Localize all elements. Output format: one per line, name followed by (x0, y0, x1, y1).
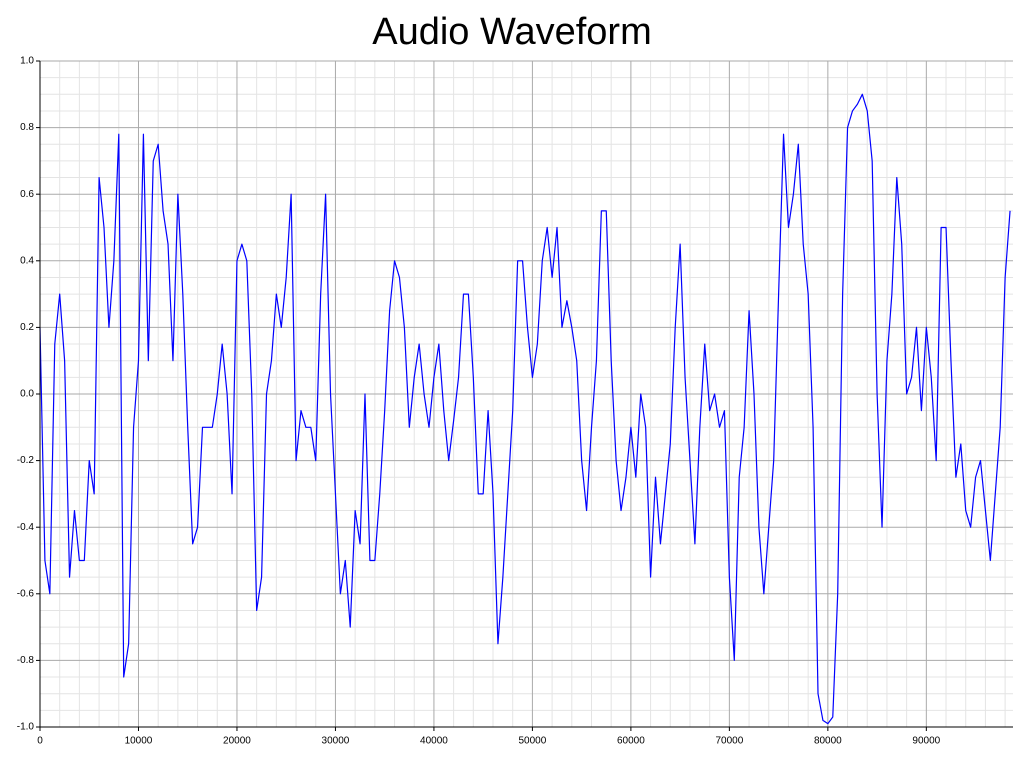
grid (39, 60, 1013, 728)
x-tick-label: 50000 (519, 736, 547, 747)
x-tick-label: 40000 (420, 736, 448, 747)
y-tick-label: 0.0 (20, 389, 34, 400)
x-tick-label: 0 (37, 736, 43, 747)
x-tick-label: 20000 (223, 736, 251, 747)
x-tick-label: 30000 (322, 736, 350, 747)
y-tick-label: -1.0 (17, 722, 35, 733)
y-tick-label: -0.8 (17, 655, 35, 666)
y-tick-label: 1.0 (20, 56, 34, 67)
y-tick-label: 0.6 (20, 189, 34, 200)
y-tick-label: -0.2 (17, 455, 35, 466)
chart-title: Audio Waveform (372, 11, 651, 53)
x-tick-label: 60000 (617, 736, 645, 747)
x-tick-label: 80000 (814, 736, 842, 747)
y-tick-label: -0.6 (17, 588, 35, 599)
x-tick-label: 90000 (912, 736, 940, 747)
axes: 0 10000 20000 30000 40000 50000 60000 70000 8000… (17, 56, 1013, 747)
plot-area (39, 93, 1011, 725)
waveform-line (39, 93, 1011, 725)
y-tick-label: -0.4 (17, 522, 35, 533)
y-tick-label: 0.4 (20, 255, 34, 266)
y-tick-label: 0.8 (20, 122, 34, 133)
x-tick-label: 10000 (125, 736, 153, 747)
x-tick-label: 70000 (715, 736, 743, 747)
y-tick-label: 0.2 (20, 322, 34, 333)
